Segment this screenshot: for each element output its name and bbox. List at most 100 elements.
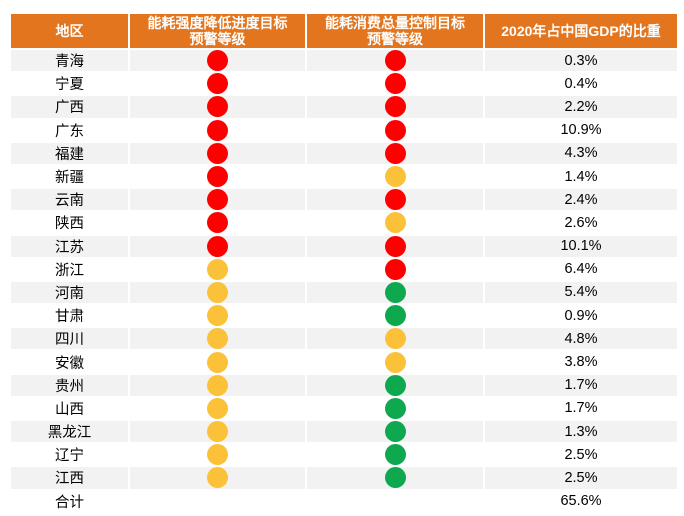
region-name: 合计: [11, 490, 130, 512]
region-name: 浙江: [11, 258, 130, 280]
intensity-warning-dot: [207, 189, 228, 211]
total-warning-dot: [384, 328, 406, 350]
region-name: 甘肃: [11, 305, 130, 327]
total-warning-cell: [307, 397, 485, 419]
gdp-share: 10.1%: [560, 238, 602, 255]
total-warning-cell: [307, 142, 485, 164]
table-body: 青海 0.3% 宁夏 0.4% 广西 2.2% 广东: [11, 50, 677, 514]
table-row: 广西 2.2%: [11, 96, 677, 120]
table-row: 贵州 1.7%: [11, 374, 677, 398]
intensity-warning-cell: [130, 235, 307, 257]
intensity-warning-dot: [207, 397, 228, 419]
intensity-warning-cell: [130, 212, 307, 234]
intensity-warning-dot: [207, 281, 228, 303]
gdp-share: 10.9%: [560, 122, 602, 139]
total-warning-dot: [384, 258, 406, 280]
intensity-warning-dot: [207, 235, 228, 257]
gdp-share: 2.5%: [564, 446, 598, 463]
intensity-warning-cell: [130, 444, 307, 466]
total-warning-dot: [384, 212, 406, 234]
total-warning-cell: [307, 119, 485, 141]
table-row: 山西 1.7%: [11, 397, 677, 421]
intensity-warning-cell: [130, 73, 307, 95]
region-name: 贵州: [11, 374, 130, 396]
region-name: 辽宁: [11, 444, 130, 466]
table-row: 云南 2.4%: [11, 189, 677, 213]
intensity-warning-dot: [207, 119, 228, 141]
total-warning-cell: [307, 328, 485, 350]
table-row: 江西 2.5%: [11, 467, 677, 491]
region-name: 广东: [11, 119, 130, 141]
gdp-share: 4.8%: [564, 330, 598, 347]
header-intensity-line2: 预警等级: [189, 31, 246, 47]
region-name: 广西: [11, 96, 130, 118]
total-warning-dot: [384, 281, 406, 303]
gdp-share: 6.4%: [564, 261, 598, 278]
header-total-warning: 能耗消费总量控制目标 预警等级: [307, 14, 485, 48]
total-warning-cell: [307, 165, 485, 188]
header-gdp-share: 2020年占中国GDP的比重: [485, 14, 677, 48]
intensity-warning-cell: [130, 421, 307, 443]
total-warning-dot: [384, 142, 406, 164]
table-row: 辽宁 2.5%: [11, 444, 677, 468]
gdp-share: 3.8%: [564, 354, 598, 371]
total-warning-cell: [307, 212, 485, 234]
total-warning-cell: [307, 374, 485, 396]
table-header-row: 地区 能耗强度降低进度目标 预警等级 能耗消费总量控制目标 预警等级 2020年…: [11, 14, 677, 48]
header-intensity-warning: 能耗强度降低进度目标 预警等级: [130, 14, 307, 48]
header-region-label: 地区: [55, 23, 84, 39]
total-warning-cell: [307, 351, 485, 373]
gdp-share: 1.7%: [564, 377, 598, 394]
gdp-share: 0.9%: [564, 307, 598, 324]
intensity-warning-dot: [207, 467, 228, 489]
intensity-warning-cell: [130, 305, 307, 327]
total-warning-cell: [307, 305, 485, 327]
total-warning-cell: [307, 96, 485, 118]
total-warning-cell: [307, 421, 485, 443]
gdp-share: 1.4%: [564, 168, 598, 185]
warning-table: 地区 能耗强度降低进度目标 预警等级 能耗消费总量控制目标 预警等级 2020年…: [11, 14, 677, 514]
region-name: 福建: [11, 142, 130, 164]
total-warning-dot: [384, 96, 406, 118]
gdp-share: 65.6%: [560, 493, 602, 510]
intensity-warning-cell: [130, 281, 307, 304]
total-warning-cell: [307, 444, 485, 466]
table-row: 宁夏 0.4%: [11, 73, 677, 97]
total-warning-dot: [384, 467, 406, 489]
total-warning-dot: [384, 421, 406, 443]
intensity-warning-dot: [207, 166, 228, 188]
region-name: 四川: [11, 328, 130, 350]
table-row: 安徽 3.8%: [11, 351, 677, 375]
total-warning-cell: [307, 73, 485, 95]
total-warning-dot: [384, 166, 406, 188]
total-warning-dot: [384, 235, 406, 257]
region-name: 云南: [11, 189, 130, 211]
total-warning-dot: [384, 305, 406, 327]
total-warning-dot: [384, 119, 406, 141]
gdp-share: 0.4%: [564, 75, 598, 92]
intensity-warning-cell: [130, 119, 307, 141]
gdp-share: 2.6%: [564, 214, 598, 231]
header-gdp-label: 2020年占中国GDP的比重: [501, 23, 661, 39]
table-row: 新疆 1.4%: [11, 165, 677, 190]
table-row: 陕西 2.6%: [11, 212, 677, 236]
total-warning-dot: [384, 73, 406, 95]
intensity-warning-dot: [207, 421, 228, 443]
intensity-warning-dot: [207, 374, 228, 396]
region-name: 宁夏: [11, 73, 130, 95]
intensity-warning-cell: [130, 490, 307, 512]
intensity-warning-cell: [130, 165, 307, 188]
header-region: 地区: [11, 14, 130, 48]
gdp-share: 0.3%: [564, 52, 598, 69]
intensity-warning-dot: [207, 258, 228, 280]
region-name: 山西: [11, 397, 130, 419]
region-name: 江西: [11, 467, 130, 489]
total-warning-cell: [307, 258, 485, 280]
intensity-warning-cell: [130, 96, 307, 118]
intensity-warning-cell: [130, 351, 307, 373]
region-name: 陕西: [11, 212, 130, 234]
total-warning-dot: [384, 397, 406, 419]
table-row: 甘肃 0.9%: [11, 305, 677, 329]
intensity-warning-cell: [130, 467, 307, 489]
intensity-warning-cell: [130, 258, 307, 280]
